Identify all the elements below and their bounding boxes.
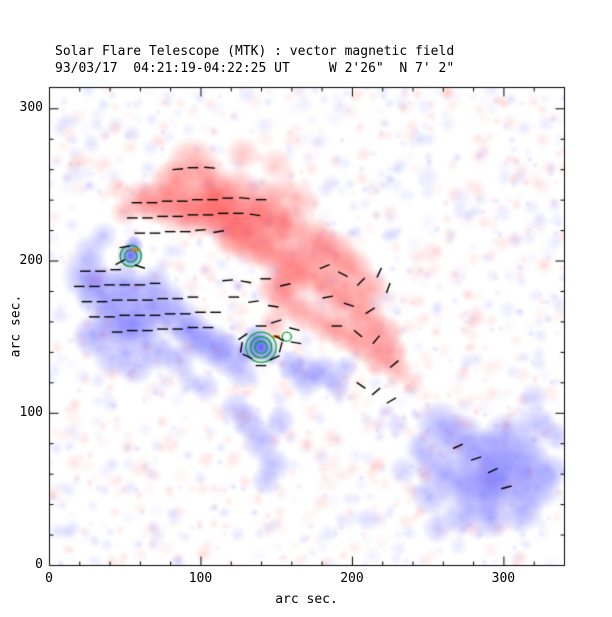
plot-subtitle: 93/03/17 04:21:19-04:22:25 UT W 2'26" N … [55, 61, 455, 76]
plot-title: Solar Flare Telescope (MTK) : vector mag… [55, 44, 455, 59]
